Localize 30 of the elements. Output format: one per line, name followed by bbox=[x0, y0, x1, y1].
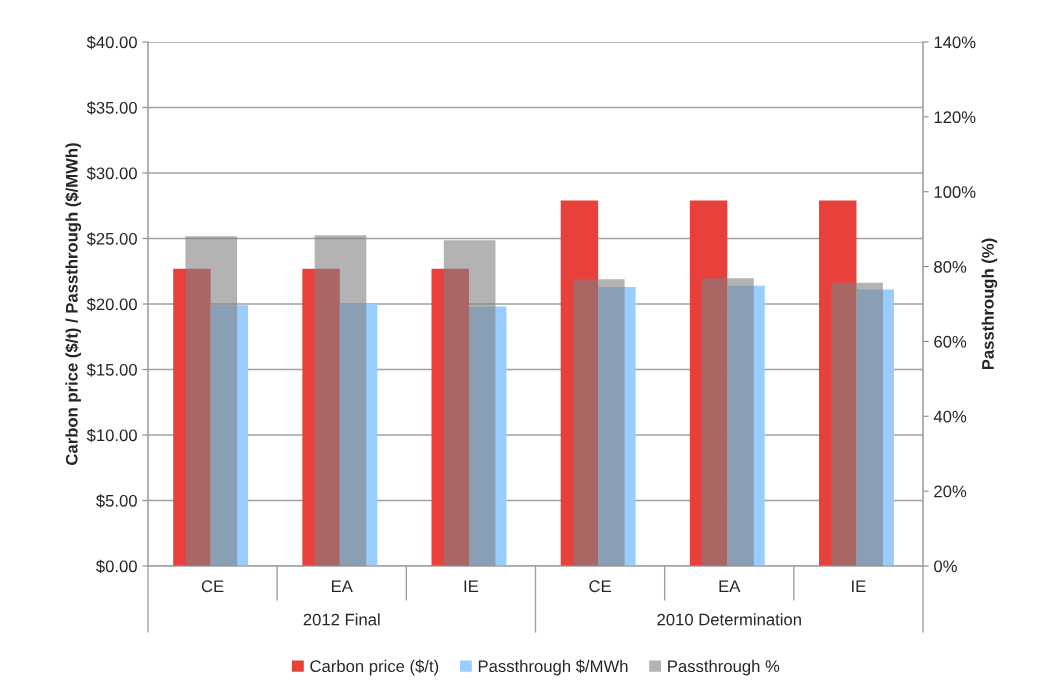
legend-label: Carbon price ($/t) bbox=[310, 659, 439, 676]
y-axis-title: Carbon price ($/t) / Passthrough ($/MWh) bbox=[65, 143, 82, 465]
text: 2012 Final bbox=[303, 613, 380, 626]
x-tick-label: CE bbox=[589, 580, 611, 593]
y-tick-label: $35.00 bbox=[86, 101, 137, 115]
y2-tick-label: 40% bbox=[933, 410, 967, 423]
y2-tick-label: 100% bbox=[934, 186, 976, 198]
y-tick-label: $20.00 bbox=[86, 297, 137, 312]
y2-tick-label: 60% bbox=[934, 335, 967, 348]
x-tick-label: EA bbox=[719, 580, 741, 592]
y-tick-label: $5.00 bbox=[96, 494, 137, 508]
y2-tick-label: 0% bbox=[934, 560, 957, 573]
x-tick-label: IE bbox=[464, 580, 479, 592]
y2-tick-label: 20% bbox=[934, 485, 967, 498]
y2-tick-label: 120% bbox=[934, 111, 976, 124]
legend-label: Passthrough % bbox=[668, 659, 780, 676]
x-tick-label: CE bbox=[201, 580, 224, 593]
legend-label: Passthrough $/MWh bbox=[478, 659, 628, 676]
y-tick-label: $15.00 bbox=[86, 363, 137, 377]
x-tick-label: IE bbox=[852, 580, 866, 592]
y-tick-label: $40.00 bbox=[86, 35, 137, 50]
x-tick-label: EA bbox=[332, 580, 353, 592]
y2-axis-title: Passthrough (%) bbox=[981, 238, 998, 370]
y2-tick-label: 80% bbox=[934, 260, 967, 273]
y2-tick-label: 140% bbox=[934, 36, 976, 49]
y-tick-label: $10.00 bbox=[86, 428, 137, 443]
y-tick-label: $25.00 bbox=[86, 232, 137, 246]
y-tick-label: $0.00 bbox=[96, 559, 137, 574]
y-tick-label: $30.00 bbox=[86, 166, 137, 181]
text: 2010 Determination bbox=[657, 613, 801, 626]
